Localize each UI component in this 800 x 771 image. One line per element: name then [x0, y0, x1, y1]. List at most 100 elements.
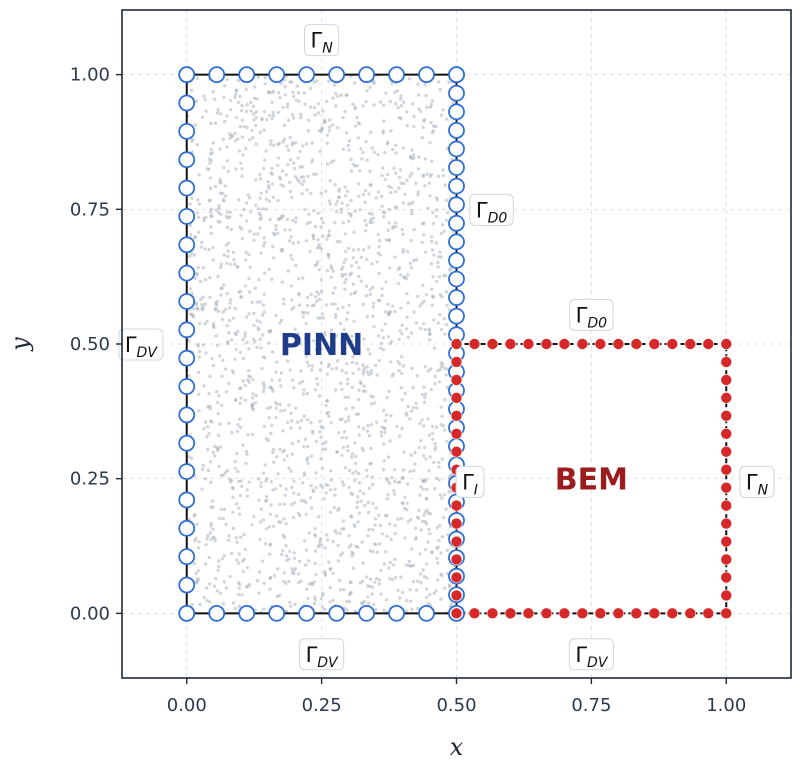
collocation-point — [302, 388, 306, 392]
collocation-point — [386, 140, 390, 144]
collocation-point — [346, 335, 350, 340]
collocation-point — [397, 116, 401, 120]
collocation-point — [351, 371, 355, 375]
pinn-boundary-point — [178, 179, 196, 197]
collocation-point — [286, 163, 290, 167]
collocation-point — [244, 219, 249, 223]
collocation-point — [219, 403, 224, 407]
collocation-point — [317, 268, 321, 272]
collocation-point — [208, 198, 212, 203]
collocation-point — [381, 336, 386, 340]
collocation-point — [439, 551, 443, 555]
collocation-point — [220, 557, 225, 561]
collocation-point — [416, 167, 421, 171]
collocation-point — [394, 102, 398, 106]
collocation-point — [332, 83, 337, 87]
boundary-label-text: ΓN — [746, 470, 769, 498]
collocation-point — [403, 495, 407, 499]
collocation-point — [268, 329, 273, 334]
collocation-point — [418, 326, 423, 331]
collocation-point — [311, 488, 315, 492]
collocation-point — [322, 607, 327, 612]
collocation-point — [439, 597, 443, 601]
collocation-point — [405, 250, 410, 254]
collocation-point — [188, 202, 192, 206]
collocation-point — [369, 368, 373, 373]
collocation-point — [424, 587, 429, 591]
collocation-point — [393, 531, 397, 536]
collocation-point — [389, 340, 394, 344]
collocation-point — [289, 284, 294, 288]
collocation-point — [287, 557, 291, 561]
collocation-point — [344, 407, 348, 411]
collocation-point — [311, 431, 315, 435]
collocation-point — [269, 575, 273, 580]
collocation-point — [437, 380, 442, 384]
collocation-point — [419, 528, 423, 532]
collocation-point — [316, 238, 320, 242]
collocation-point — [194, 303, 199, 307]
collocation-point — [211, 245, 215, 250]
collocation-point — [357, 122, 361, 126]
collocation-point — [287, 579, 291, 584]
collocation-point — [190, 137, 195, 142]
collocation-point — [361, 302, 365, 307]
collocation-point — [398, 329, 402, 333]
collocation-point — [413, 526, 418, 530]
collocation-point — [306, 364, 311, 368]
collocation-point — [444, 322, 449, 327]
collocation-point — [320, 126, 324, 130]
collocation-point — [412, 156, 416, 160]
collocation-point — [361, 150, 365, 155]
collocation-point — [421, 322, 426, 326]
collocation-point — [243, 331, 247, 335]
collocation-point — [196, 307, 200, 312]
pinn-boundary-point — [388, 66, 405, 84]
x-tick-label: 0.25 — [302, 695, 342, 716]
collocation-point — [242, 532, 246, 537]
collocation-point — [327, 233, 332, 238]
collocation-point — [188, 287, 193, 291]
collocation-point — [230, 134, 234, 139]
collocation-point — [233, 606, 238, 611]
collocation-point — [299, 175, 303, 179]
collocation-point — [411, 385, 415, 390]
collocation-point — [223, 184, 228, 188]
collocation-point — [319, 347, 323, 351]
collocation-point — [329, 566, 333, 571]
collocation-point — [230, 338, 234, 342]
collocation-point — [318, 430, 322, 434]
collocation-point — [349, 455, 354, 459]
collocation-point — [363, 218, 367, 223]
collocation-point — [426, 540, 430, 544]
collocation-point — [425, 508, 429, 512]
collocation-point — [227, 331, 231, 335]
bem-boundary-point — [450, 607, 463, 620]
collocation-point — [345, 382, 350, 386]
collocation-point — [256, 207, 260, 211]
collocation-point — [248, 375, 253, 379]
collocation-point — [240, 118, 245, 122]
collocation-point — [297, 99, 301, 104]
collocation-point — [325, 341, 329, 345]
collocation-point — [237, 586, 241, 590]
collocation-point — [209, 207, 213, 211]
collocation-point — [325, 141, 329, 145]
collocation-point — [259, 251, 263, 255]
collocation-point — [225, 291, 229, 296]
collocation-point — [318, 149, 322, 154]
collocation-point — [253, 286, 257, 290]
collocation-point — [344, 93, 348, 97]
collocation-point — [414, 401, 418, 405]
collocation-point — [364, 468, 369, 473]
collocation-point — [200, 115, 205, 120]
collocation-point — [344, 249, 348, 254]
collocation-point — [262, 292, 266, 296]
collocation-point — [303, 437, 307, 441]
collocation-point — [423, 82, 427, 86]
collocation-point — [435, 556, 439, 561]
bem-boundary-point — [594, 607, 607, 620]
collocation-point — [429, 173, 433, 177]
collocation-point — [349, 157, 353, 162]
collocation-point — [323, 118, 327, 122]
